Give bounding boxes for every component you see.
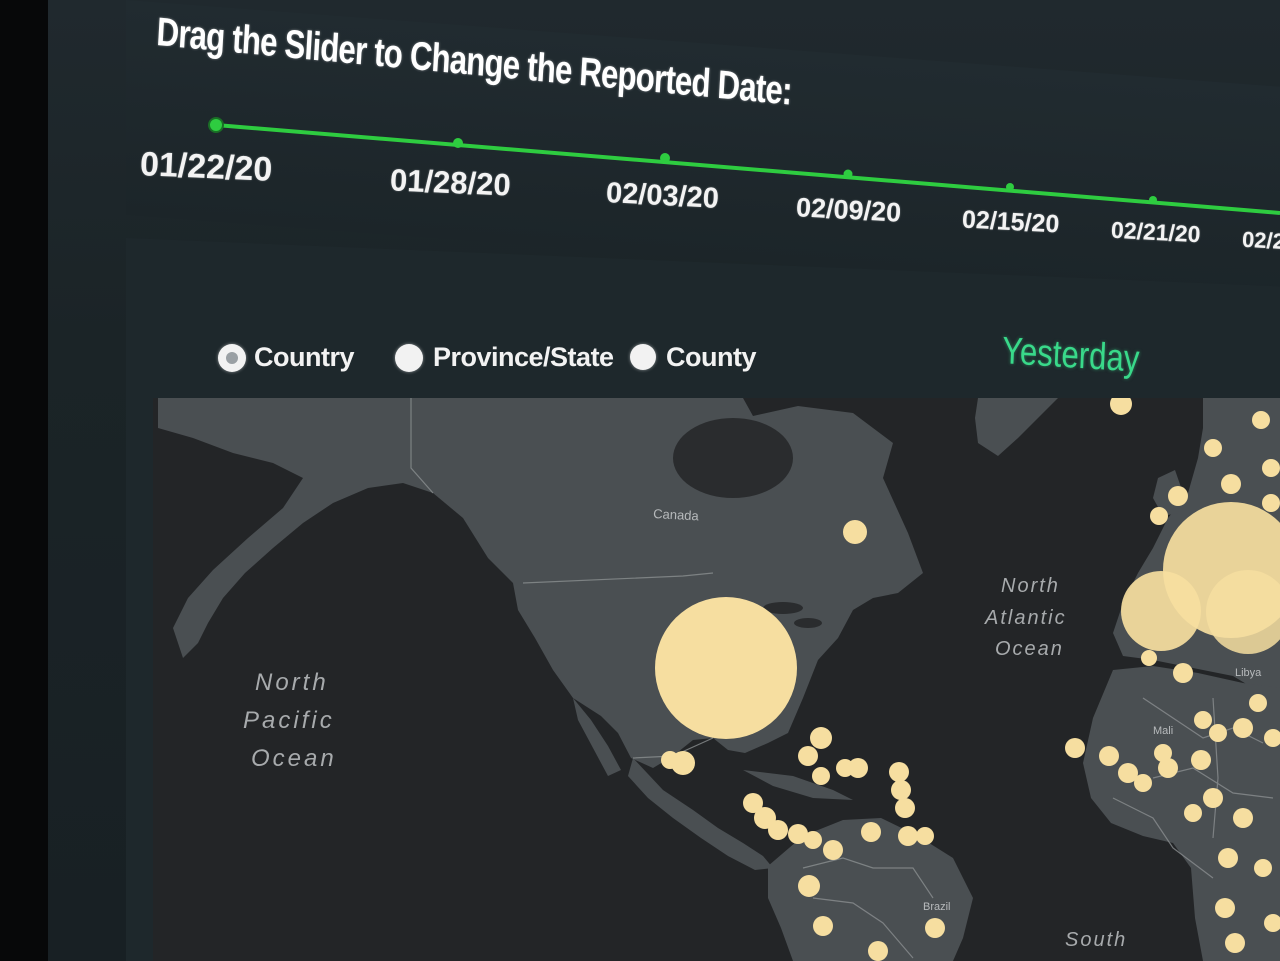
bubble-italy[interactable]: [1206, 570, 1280, 654]
radio-province-label: Province/State: [433, 342, 614, 372]
bubble-bolivia[interactable]: [868, 941, 888, 961]
bubble-morocco[interactable]: [1173, 663, 1193, 683]
bubble-west-africa[interactable]: [1099, 746, 1119, 766]
land-greenland: [975, 398, 1058, 456]
label-north-pacific-3: Ocean: [251, 745, 337, 772]
slider-tick-label[interactable]: 01/28/20: [389, 162, 512, 203]
bubble-spain[interactable]: [1121, 571, 1201, 651]
bubble-east-africa[interactable]: [1233, 718, 1253, 738]
label-north-atlantic-2: Atlantic: [984, 607, 1067, 629]
bubble-caribbean[interactable]: [836, 759, 854, 777]
bubble-southern-africa[interactable]: [1225, 933, 1245, 953]
bubble-southern-africa[interactable]: [1264, 914, 1280, 932]
case-bubbles: [655, 398, 1280, 961]
radio-country-label: Country: [254, 342, 355, 372]
label-north-pacific-2: Pacific: [243, 707, 335, 734]
bubble-caribbean[interactable]: [798, 746, 818, 766]
bubble-colombia[interactable]: [823, 840, 843, 860]
land-baja-california: [573, 698, 621, 776]
bubble-usa[interactable]: [655, 597, 797, 739]
label-north-pacific-1: North: [255, 669, 329, 696]
slider-tick-label[interactable]: 02/03/20: [605, 177, 720, 215]
label-canada: Canada: [653, 506, 700, 523]
bubble-central-america[interactable]: [804, 831, 822, 849]
bubble-west-africa[interactable]: [1191, 750, 1211, 770]
bubble-caribbean[interactable]: [889, 762, 909, 782]
label-brazil: Brazil: [923, 901, 951, 913]
slider-tick-mark[interactable]: [453, 138, 463, 148]
slider-tick-label[interactable]: 02/27/20: [1241, 226, 1280, 257]
lakes: [673, 418, 822, 628]
bubble-venezuela[interactable]: [861, 822, 881, 842]
slider-tick-mark[interactable]: [843, 169, 853, 179]
bubble-central-africa[interactable]: [1184, 804, 1202, 822]
label-north-atlantic-3: Ocean: [995, 638, 1064, 660]
bubble-europe[interactable]: [1221, 474, 1241, 494]
radio-county-label: County: [666, 342, 756, 372]
bubble-southern-africa[interactable]: [1215, 898, 1235, 918]
bubble-caribbean[interactable]: [895, 798, 915, 818]
label-south: South: [1065, 929, 1127, 951]
bubble-venezuela[interactable]: [898, 826, 918, 846]
slider-tick-label[interactable]: 02/21/20: [1110, 216, 1202, 248]
bubble-central-africa[interactable]: [1233, 808, 1253, 828]
bubble-central-africa[interactable]: [1203, 788, 1223, 808]
bubble-west-africa[interactable]: [1118, 763, 1138, 783]
slider-tick-label[interactable]: 01/22/20: [139, 145, 274, 189]
bubble-west-africa[interactable]: [1194, 711, 1212, 729]
bubble-central-america[interactable]: [743, 793, 763, 813]
bubble-east-africa[interactable]: [1249, 694, 1267, 712]
slider-tick-mark[interactable]: [660, 153, 670, 163]
bubble-europe[interactable]: [1262, 459, 1280, 477]
bubble-portugal[interactable]: [1141, 650, 1157, 666]
bubble-west-africa[interactable]: [1209, 724, 1227, 742]
label-mali: Mali: [1153, 725, 1173, 737]
bubble-central-america[interactable]: [788, 824, 808, 844]
bubble-iceland[interactable]: [1110, 398, 1132, 415]
bubble-central-africa[interactable]: [1254, 859, 1272, 877]
map-canvas[interactable]: Canada North Pacific Ocean North Atlanti…: [153, 398, 1280, 961]
slider-rail[interactable]: [215, 123, 1280, 215]
date-slider[interactable]: [48, 0, 1280, 300]
bubble-canada[interactable]: [843, 520, 867, 544]
bubble-cuba[interactable]: [810, 727, 832, 749]
dashboard-screen: Drag the Slider to Change the Reported D…: [48, 0, 1280, 961]
bubble-west-africa[interactable]: [1154, 744, 1172, 762]
bubble-brazil[interactable]: [925, 918, 945, 938]
bubble-central-africa[interactable]: [1218, 848, 1238, 868]
bubble-caribbean[interactable]: [812, 767, 830, 785]
bubble-west-africa[interactable]: [1134, 774, 1152, 792]
radio-dot[interactable]: [395, 344, 423, 372]
slider-tick-mark[interactable]: [1149, 196, 1157, 204]
bubble-caribbean[interactable]: [891, 780, 911, 800]
bubble-europe[interactable]: [1204, 439, 1222, 457]
radio-dot[interactable]: [630, 344, 656, 370]
bubble-europe[interactable]: [1262, 494, 1280, 512]
world-map[interactable]: Canada North Pacific Ocean North Atlanti…: [153, 398, 1280, 961]
bubble-central-america[interactable]: [768, 820, 788, 840]
land-africa: [1083, 666, 1280, 961]
bubble-senegal[interactable]: [1065, 738, 1085, 758]
monitor-bezel: [0, 0, 48, 961]
bubble-peru[interactable]: [813, 916, 833, 936]
land-central-america: [628, 758, 773, 870]
radio-selected-dot[interactable]: [218, 344, 246, 372]
land-cuba: [743, 770, 853, 800]
bubble-mexico-2[interactable]: [661, 751, 679, 769]
slider-tick-label[interactable]: 02/09/20: [795, 192, 902, 228]
bubble-caribbean[interactable]: [848, 758, 868, 778]
period-label: Yesterday: [1001, 330, 1141, 381]
label-libya: Libya: [1235, 667, 1262, 679]
bubble-east-africa[interactable]: [1264, 729, 1280, 747]
bubble-venezuela[interactable]: [916, 827, 934, 845]
slider-tick-label[interactable]: 02/15/20: [961, 205, 1061, 239]
slider-tick-mark[interactable]: [1006, 183, 1014, 191]
bubble-west-africa[interactable]: [1158, 758, 1178, 778]
bubble-ecuador[interactable]: [798, 875, 820, 897]
bubble-norway[interactable]: [1252, 411, 1270, 429]
slider-handle[interactable]: [208, 117, 224, 133]
bubble-ireland[interactable]: [1150, 507, 1168, 525]
label-north-atlantic-1: North: [1001, 575, 1060, 597]
bubble-uk[interactable]: [1168, 486, 1188, 506]
